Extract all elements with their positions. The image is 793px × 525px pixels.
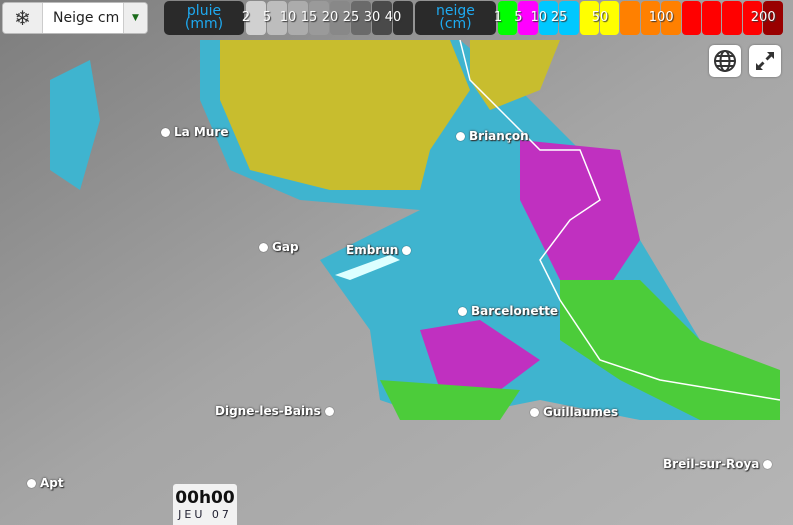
rain-title: pluie <box>186 3 222 19</box>
city-marker[interactable]: La Mure <box>157 125 228 139</box>
city-dot <box>27 478 36 488</box>
snowflake-icon: ❄ <box>3 3 43 33</box>
rain-swatch <box>351 1 371 35</box>
snow-swatch <box>661 1 681 35</box>
rain-label: 25 <box>342 10 360 25</box>
rain-swatch <box>372 1 392 35</box>
time-hour: 00h00 <box>175 488 235 508</box>
snow-legend-title: neige (cm) <box>415 1 496 35</box>
rain-swatch <box>246 1 266 35</box>
rain-label: 40 <box>384 10 402 25</box>
fullscreen-button[interactable] <box>749 45 781 77</box>
rain-label: 2 <box>241 10 251 25</box>
snow-swatch <box>702 1 722 35</box>
city-label: Embrun <box>346 243 399 257</box>
rain-label: 15 <box>300 10 318 25</box>
snow-label: 5 <box>514 10 523 25</box>
snow-label: 50 <box>591 10 609 25</box>
city-dot <box>259 242 268 252</box>
city-label: Apt <box>40 476 64 490</box>
snow-label: 25 <box>550 10 568 25</box>
snow-swatch <box>579 1 599 35</box>
chevron-down-icon[interactable]: ▼ <box>123 3 147 33</box>
rain-legend-title: pluie (mm) <box>164 1 244 35</box>
city-dot <box>456 131 465 141</box>
legend-bar: ❄ Neige cm ▼ pluie (mm) neige (cm) 2 5 10 15 2… <box>0 0 793 36</box>
city-label: Breil-sur-Roya <box>663 457 760 471</box>
snow-swatch <box>763 1 783 35</box>
city-marker[interactable]: Digne-les-Bains <box>215 404 338 418</box>
city-marker[interactable]: Gap <box>255 240 299 254</box>
city-label: La Mure <box>174 125 229 139</box>
snow-swatch <box>681 1 701 35</box>
time-day: JEU 07 <box>178 508 232 521</box>
city-marker[interactable]: Briançon <box>452 129 529 143</box>
rain-label: 20 <box>321 10 339 25</box>
rain-unit: (mm) <box>184 16 224 32</box>
snow-swatch <box>722 1 742 35</box>
rain-label: 5 <box>262 10 272 25</box>
rain-label: 30 <box>363 10 381 25</box>
globe-icon <box>714 50 736 72</box>
city-marker[interactable]: Embrun <box>346 243 415 257</box>
city-dot <box>458 306 467 316</box>
rain-swatch <box>393 1 413 35</box>
expand-icon <box>756 52 774 70</box>
city-marker[interactable]: Apt <box>23 476 64 490</box>
snow-label: 10 <box>530 10 548 25</box>
city-dot <box>161 127 170 137</box>
city-dot <box>324 406 334 416</box>
snow-swatch <box>620 1 640 35</box>
snow-label: 100 <box>648 10 674 25</box>
rain-swatch <box>309 1 329 35</box>
rain-label: 10 <box>279 10 297 25</box>
city-label: Gap <box>272 240 299 254</box>
city-label: Barcelonette <box>471 304 559 318</box>
snow-swatch <box>538 1 559 35</box>
city-dot <box>402 245 412 255</box>
city-marker[interactable]: Breil-sur-Roya <box>663 457 776 471</box>
layer-select[interactable]: ❄ Neige cm ▼ <box>2 2 148 34</box>
snow-label: 200 <box>750 10 776 25</box>
layer-select-value: Neige cm <box>53 10 120 26</box>
snow-swatch <box>600 1 620 35</box>
city-dot <box>763 459 773 469</box>
snow-swatch <box>559 1 579 35</box>
rain-swatch <box>267 1 287 35</box>
snow-title: neige <box>436 3 475 19</box>
snow-swatch <box>518 1 538 35</box>
snow-swatch <box>742 1 763 35</box>
time-display: 00h00 JEU 07 <box>173 484 237 525</box>
city-marker[interactable]: Guillaumes <box>526 405 618 419</box>
city-label: Digne-les-Bains <box>215 404 321 418</box>
city-label: Guillaumes <box>543 405 619 419</box>
rain-swatch <box>288 1 308 35</box>
snow-label: 1 <box>493 10 503 25</box>
snow-swatch <box>640 1 661 35</box>
globe-button[interactable] <box>709 45 741 77</box>
city-dot <box>530 407 539 417</box>
snow-unit: (cm) <box>439 16 472 32</box>
rain-swatch <box>330 1 350 35</box>
city-marker[interactable]: Barcelonette <box>454 304 558 318</box>
city-label: Briançon <box>469 129 529 143</box>
snow-swatch <box>498 1 518 35</box>
